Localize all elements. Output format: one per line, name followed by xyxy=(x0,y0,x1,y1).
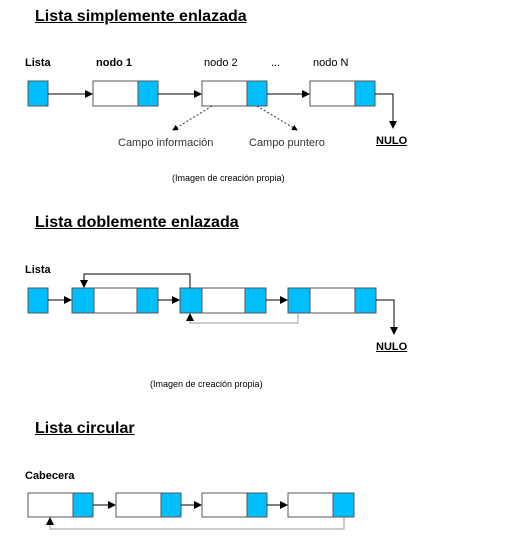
circular-node-2-info xyxy=(115,492,162,518)
simple-node-2 xyxy=(201,80,268,107)
double-node-3-next xyxy=(354,287,377,314)
simple-node-1 xyxy=(92,80,159,107)
annotation-info-arrow xyxy=(172,105,213,131)
double-node-1-prev xyxy=(71,287,95,314)
annotation-pointer-arrow xyxy=(256,105,298,131)
simple-node-1-info xyxy=(92,80,139,107)
circular-list-group xyxy=(27,492,355,530)
simple-node-1-pointer xyxy=(137,80,159,107)
double-node-2 xyxy=(179,287,267,314)
simple-node-n-info xyxy=(309,80,356,107)
double-node-3 xyxy=(287,287,377,314)
circular-head-label: Cabecera xyxy=(25,470,75,482)
double-arrow-3-to-null xyxy=(376,299,398,335)
double-node-2-prev xyxy=(179,287,203,314)
circular-return-arrow xyxy=(46,517,345,530)
simple-caption: (Imagen de creación propia) xyxy=(172,173,285,183)
circular-node-3-info xyxy=(201,492,248,518)
title-circular-list: Lista circular xyxy=(35,420,135,437)
simple-node-2-pointer xyxy=(246,80,268,107)
circular-node-1-pointer xyxy=(72,492,94,518)
double-null-label: NULO xyxy=(376,341,408,353)
double-node-1-next xyxy=(136,287,159,314)
simple-list-group xyxy=(27,80,397,131)
simple-arrow-n-to-null xyxy=(375,93,397,129)
simple-node-n-pointer xyxy=(354,80,376,107)
title-simple-list: Lista simplemente enlazada xyxy=(35,8,247,25)
simple-head-pointer xyxy=(27,80,49,107)
double-head-pointer xyxy=(27,287,49,314)
circular-node-3-pointer xyxy=(246,492,268,518)
circular-node-1 xyxy=(27,492,94,518)
simple-node-2-label: nodo 2 xyxy=(204,57,238,69)
double-back-arrow-3-to-2 xyxy=(186,313,299,324)
double-node-3-prev xyxy=(287,287,311,314)
simple-node-n-label: nodo N xyxy=(313,57,349,69)
title-double-list: Lista doblemente enlazada xyxy=(35,214,239,231)
simple-ellipsis-label: ... xyxy=(271,57,281,69)
double-node-2-next xyxy=(244,287,267,314)
double-back-arrow-2-to-1 xyxy=(80,273,191,288)
circular-node-3 xyxy=(201,492,268,518)
simple-node-2-info xyxy=(201,80,248,107)
double-caption: (Imagen de creación propia) xyxy=(150,379,263,389)
double-list-group xyxy=(27,273,398,335)
double-node-2-info xyxy=(201,287,246,314)
double-node-1-info xyxy=(93,287,138,314)
circular-node-4 xyxy=(287,492,355,518)
circular-node-4-pointer xyxy=(332,492,355,518)
annotation-info-field: Campo información xyxy=(118,137,214,149)
simple-null-label: NULO xyxy=(376,135,408,147)
circular-node-2 xyxy=(115,492,182,518)
double-head-label: Lista xyxy=(25,264,51,276)
double-node-1 xyxy=(71,287,159,314)
circular-node-1-info xyxy=(27,492,74,518)
circular-node-2-pointer xyxy=(160,492,182,518)
simple-node-1-label: nodo 1 xyxy=(96,57,133,69)
annotation-pointer-field: Campo puntero xyxy=(249,137,325,149)
circular-node-4-info xyxy=(287,492,334,518)
double-node-3-info xyxy=(309,287,356,314)
simple-head-label: Lista xyxy=(25,57,51,69)
simple-node-n xyxy=(309,80,376,107)
